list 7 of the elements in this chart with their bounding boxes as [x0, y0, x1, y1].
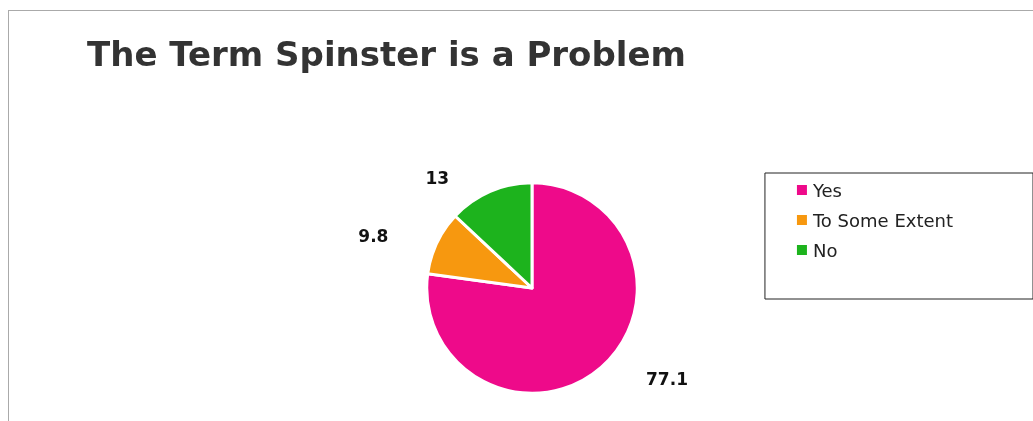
data-label: 9.8 [358, 226, 389, 247]
legend-label: Yes [811, 179, 842, 201]
legend-label: To Some Extent [811, 209, 953, 231]
chart-title: The Term Spinster is a Problem [87, 34, 686, 74]
data-label: 77.1 [646, 368, 688, 389]
data-label: 13 [425, 167, 450, 188]
legend-label: No [812, 239, 838, 261]
